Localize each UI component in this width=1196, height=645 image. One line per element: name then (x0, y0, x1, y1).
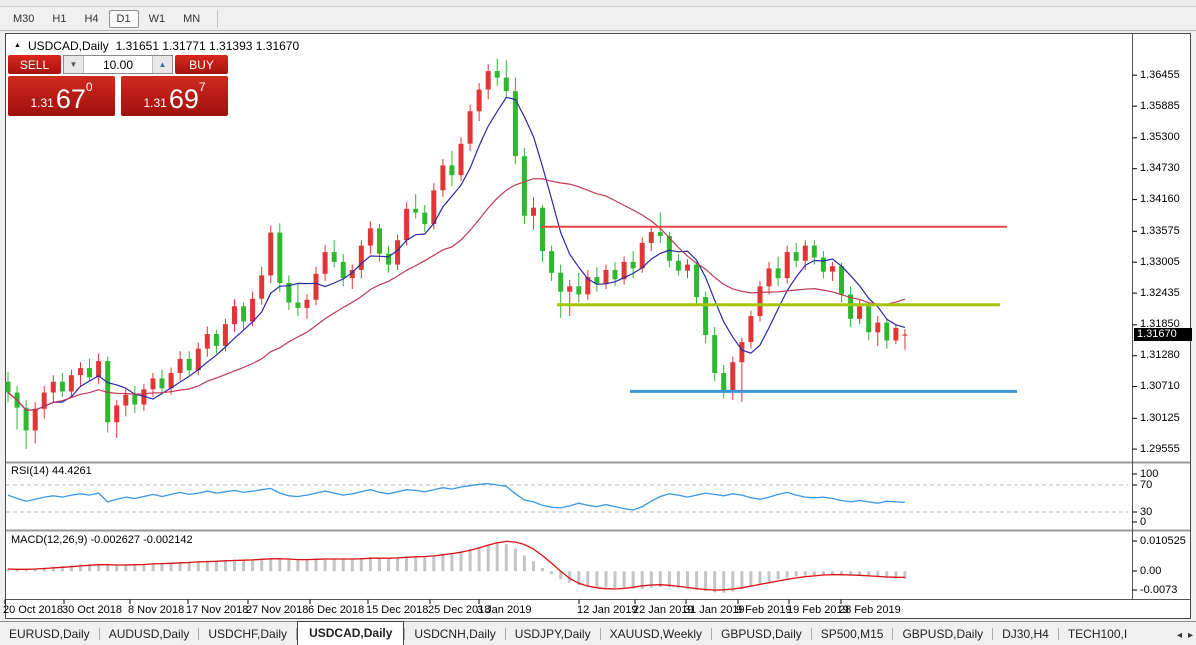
time-axis-ticks (4, 599, 842, 604)
tab-scroll-left-icon[interactable]: ◂ (1176, 630, 1182, 641)
tab-xauusd-weekly[interactable]: XAUUSD,Weekly (609, 627, 703, 641)
timeframe-toolbar: M30 H1 H4 D1 W1 MN (0, 7, 1196, 31)
tab-separator (810, 628, 812, 640)
chart-window-border (5, 33, 1191, 619)
buy-price-prefix: 1.31 (143, 96, 167, 110)
sell-button[interactable]: SELL (8, 55, 61, 74)
tab-separator (504, 628, 506, 640)
volume-decrease-button[interactable]: ▼ (64, 56, 84, 73)
tab-separator (404, 628, 406, 640)
tab-separator (992, 628, 994, 640)
sell-price-button[interactable]: 1.31 67 0 (8, 76, 115, 116)
macd-signal-line (7, 540, 905, 591)
volume-increase-button[interactable]: ▲ (152, 56, 172, 73)
toolbar-separator (217, 9, 219, 28)
timeframe-button-mn[interactable]: MN (183, 12, 201, 25)
tab-separator (198, 628, 200, 640)
timeframe-button-h4[interactable]: H4 (84, 12, 99, 25)
timeframe-button-w1[interactable]: W1 (148, 12, 166, 25)
macd-histogram (6, 543, 907, 593)
cropped-toolbar-strip (0, 0, 1196, 7)
tab-scroll-right-icon[interactable]: ▸ (1187, 630, 1193, 641)
tab-audusd-daily[interactable]: AUDUSD,Daily (108, 627, 190, 641)
tab-separator (711, 628, 713, 640)
timeframe-button-h1[interactable]: H1 (52, 12, 67, 25)
ma-slow-line (7, 178, 906, 411)
volume-stepper[interactable]: ▼ 10.00 ▲ (63, 55, 173, 74)
tab-separator (296, 628, 298, 640)
tab-tech100-i[interactable]: TECH100,I (1067, 627, 1128, 641)
price-axis-ticks (1132, 74, 1137, 591)
tab-usdcnh-daily[interactable]: USDCNH,Daily (414, 627, 496, 641)
rsi-level-lines (6, 484, 1128, 513)
buy-price-big-digits: 69 (168, 84, 199, 114)
tab-separator (599, 628, 601, 640)
tab-separator (98, 628, 100, 640)
sell-price-big-digits: 67 (55, 84, 86, 114)
tab-usdchf-daily[interactable]: USDCHF,Daily (208, 627, 288, 641)
symbol-tab-bar: EURUSD,Daily AUDUSD,Daily USDCHF,Daily USDC… (0, 621, 1196, 645)
buy-price-pipette: 7 (198, 80, 206, 94)
tab-eurusd-daily[interactable]: EURUSD,Daily (9, 627, 90, 641)
sell-price-pipette: 0 (85, 80, 93, 94)
tab-separator (1057, 628, 1059, 640)
chart-canvas[interactable] (0, 0, 1196, 620)
volume-input[interactable]: 10.00 (102, 57, 134, 72)
timeframe-button-m30[interactable]: M30 (13, 12, 35, 25)
buy-button[interactable]: BUY (175, 55, 228, 74)
tab-separator (892, 628, 894, 640)
tab-gbpusd-daily[interactable]: GBPUSD,Daily (721, 627, 802, 641)
buy-price-button[interactable]: 1.31 69 7 (121, 76, 228, 116)
sell-price-prefix: 1.31 (30, 96, 54, 110)
tab-usdcad-daily[interactable]: USDCAD,Daily (297, 621, 405, 645)
tab-dj30-h4[interactable]: DJ30,H4 (1002, 627, 1049, 641)
tab-sp500-m15[interactable]: SP500,M15 (820, 627, 884, 641)
tab-usdjpy-daily[interactable]: USDJPY,Daily (514, 627, 591, 641)
rsi-line (7, 482, 905, 511)
tab-gbpusd-daily[interactable]: GBPUSD,Daily (902, 627, 984, 641)
timeframe-button-d1[interactable]: D1 (108, 9, 139, 28)
ma-fast-line (7, 96, 906, 411)
one-click-trade-panel: SELL ▼ 10.00 ▲ BUY 1.31 67 0 1.31 69 7 (8, 55, 228, 116)
